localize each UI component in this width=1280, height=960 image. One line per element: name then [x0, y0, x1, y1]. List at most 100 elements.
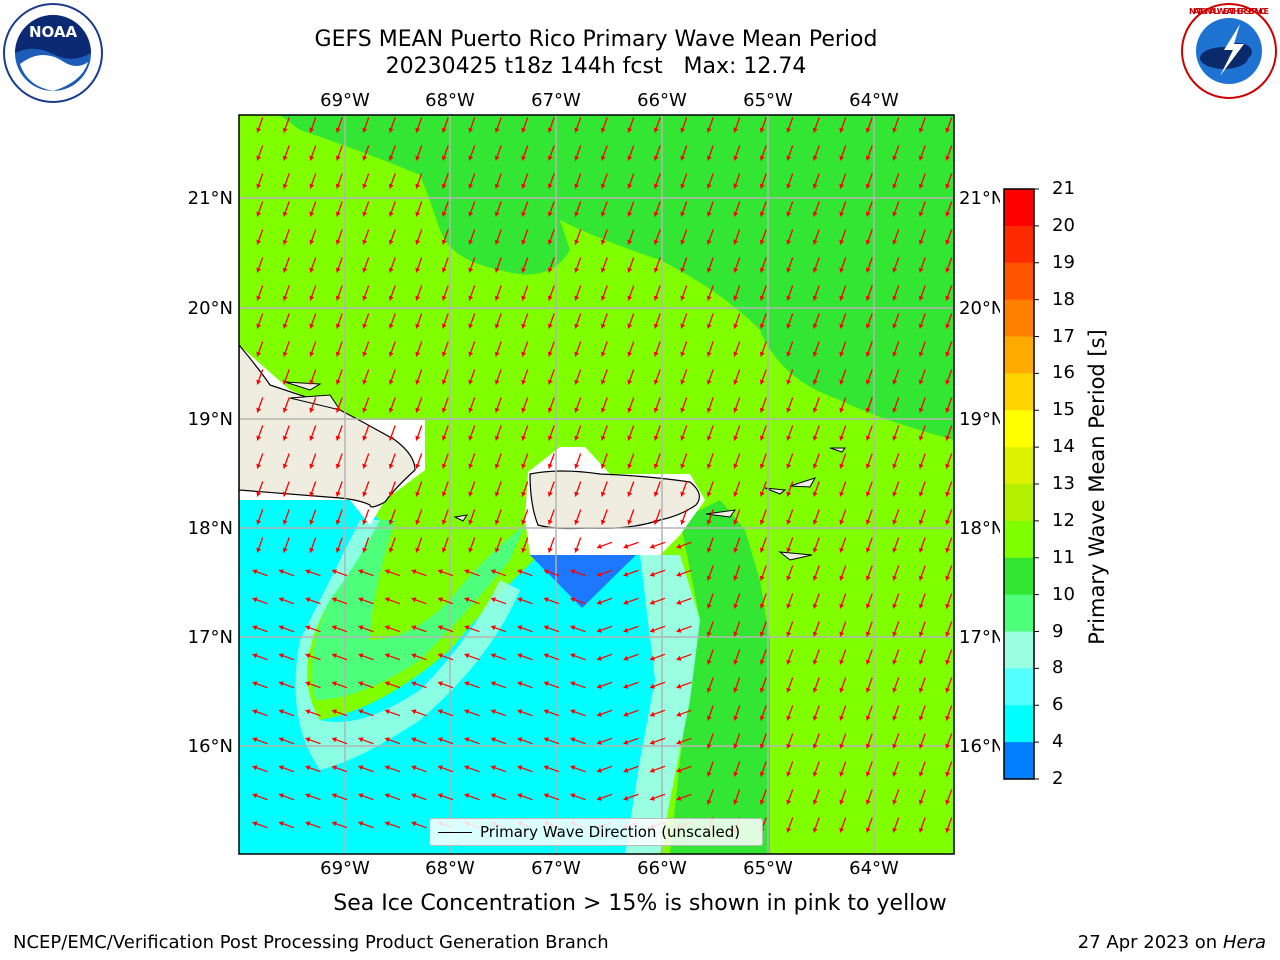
wave-arrow-head: [839, 407, 845, 413]
wave-arrow-head: [358, 765, 364, 771]
wave-arrow-head: [865, 127, 871, 133]
wave-arrow-head: [627, 351, 633, 357]
wave-arrow-head: [733, 323, 739, 329]
wave-arrow-head: [786, 659, 792, 665]
lat-label-left: 16°N: [188, 736, 233, 757]
wave-arrow-head: [282, 155, 288, 161]
wave-arrow-head: [759, 491, 765, 497]
wave-arrow-head: [517, 569, 523, 575]
wave-arrow-head: [653, 463, 659, 469]
wave-arrow-head: [839, 631, 845, 637]
wave-arrow-head: [759, 295, 765, 301]
wave-arrow-head: [623, 683, 629, 689]
wave-arrow-head: [759, 799, 765, 805]
wave-arrow-head: [335, 295, 341, 301]
wave-arrow-head: [623, 767, 629, 773]
wave-arrow-head: [441, 183, 447, 189]
wave-arrow-head: [332, 765, 337, 771]
wave-arrow-head: [600, 463, 606, 469]
wave-arrow-head: [335, 463, 341, 469]
wave-arrow-head: [839, 267, 845, 273]
wave-arrow-head: [759, 239, 765, 245]
wave-arrow-head: [279, 793, 284, 799]
wave-arrow-head: [759, 575, 765, 581]
wave-arrow-head: [945, 491, 951, 497]
wave-arrow-head: [468, 435, 474, 441]
wave-arrow-head: [438, 625, 443, 631]
wave-arrow-head: [309, 463, 315, 469]
colorbar-tick-label: 19: [1052, 251, 1075, 273]
wave-arrow-head: [441, 239, 447, 245]
wave-arrow-head: [332, 709, 337, 715]
colorbar-tick-label: 8: [1052, 657, 1064, 679]
wave-arrow-head: [812, 351, 818, 357]
wave-arrow-head: [786, 379, 792, 385]
wave-arrow-head: [812, 743, 818, 749]
colorbar-tick-label: 9: [1052, 620, 1064, 642]
wave-arrow-head: [918, 211, 924, 217]
wave-arrow-head: [362, 127, 368, 133]
wave-arrow-head: [786, 575, 792, 581]
wave-arrow-head: [256, 463, 262, 469]
wave-arrow-head: [521, 183, 527, 189]
colorbar-tick-label: 11: [1052, 546, 1075, 568]
wave-arrow-head: [600, 519, 606, 525]
wave-arrow-head: [362, 351, 368, 357]
wave-arrow-head: [252, 653, 258, 659]
wave-arrow-head: [570, 597, 576, 603]
wave-arrow-head: [362, 239, 368, 245]
wave-arrow-head: [464, 681, 470, 687]
wave-arrow-head: [733, 183, 739, 189]
wave-arrow-head: [305, 709, 311, 715]
wave-arrow-head: [335, 407, 341, 413]
wave-arrow-head: [468, 323, 474, 329]
wave-arrow-head: [945, 183, 951, 189]
lon-label-top: 68°W: [425, 90, 475, 111]
wave-arrow-head: [865, 827, 871, 833]
wave-arrow-head: [627, 519, 633, 525]
wave-arrow-head: [865, 659, 871, 665]
wave-arrow-head: [865, 631, 871, 637]
wave-arrow-head: [623, 627, 629, 633]
wave-arrow-head: [812, 827, 818, 833]
wave-arrow-head: [517, 737, 523, 743]
wave-arrow-head: [570, 681, 576, 687]
wave-arrow-head: [547, 519, 553, 525]
wave-arrow-head: [627, 239, 633, 245]
wave-arrow-head: [438, 709, 443, 715]
wave-arrow-head: [362, 547, 368, 553]
colorbar-swatch: [1004, 668, 1034, 706]
wave-arrow-head: [600, 267, 606, 273]
wave-arrow-head: [812, 407, 818, 413]
wave-arrow-head: [945, 519, 951, 525]
nws-logo-icon: NATIONAL WEATHER SERVICE: [1181, 3, 1277, 99]
wave-arrow-head: [653, 211, 659, 217]
wave-arrow-head: [256, 155, 262, 161]
lat-label-right: 18°N: [959, 518, 1000, 539]
virgin-islands: [705, 447, 846, 561]
lat-label-right: 19°N: [959, 409, 1000, 430]
wave-arrow-head: [627, 267, 633, 273]
wave-arrow-head: [547, 239, 553, 245]
wave-arrow-head: [335, 239, 341, 245]
wave-arrow-head: [521, 155, 527, 161]
wave-arrow-head: [892, 715, 898, 721]
wave-arrow-head: [309, 127, 315, 133]
colorbar-tick-label: 4: [1052, 731, 1064, 753]
wave-arrow-head: [335, 155, 341, 161]
wave-arrow-head: [494, 155, 500, 161]
wave-arrow-head: [411, 821, 417, 827]
wave-arrow-head: [706, 715, 712, 721]
lon-label-top: 64°W: [849, 90, 899, 111]
wave-arrow-head: [812, 631, 818, 637]
wave-arrow-head: [706, 435, 712, 441]
wave-arrow-head: [759, 127, 765, 133]
lat-label-right: 16°N: [959, 736, 1000, 757]
wave-arrow-head: [759, 743, 765, 749]
wave-arrow-head: [411, 653, 417, 659]
wave-arrow-head: [706, 211, 712, 217]
wave-arrow-head: [438, 681, 443, 687]
wave-arrow-head: [653, 239, 659, 245]
lat-label-left: 18°N: [188, 518, 233, 539]
wave-arrow-head: [945, 631, 951, 637]
